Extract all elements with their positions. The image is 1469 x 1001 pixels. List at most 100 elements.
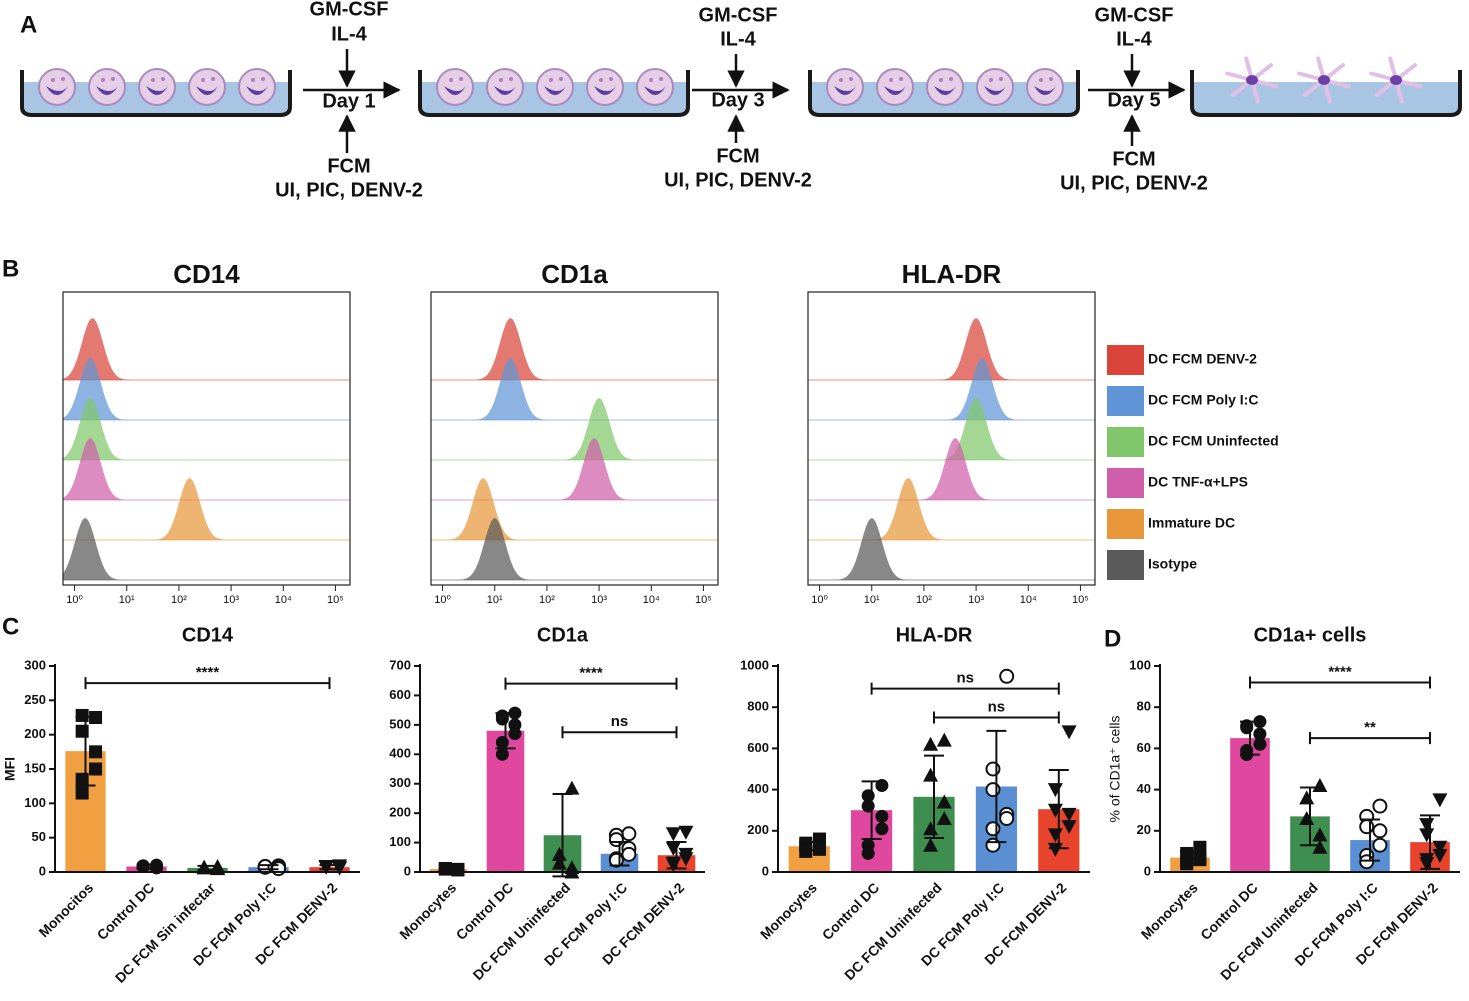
y-tick-label: 600 <box>389 687 411 702</box>
granule <box>449 78 453 82</box>
granule <box>889 78 893 82</box>
y-tick-label: 250 <box>24 692 46 707</box>
step-label: GM-CSF <box>310 0 389 20</box>
y-tick-label: 300 <box>389 775 411 790</box>
point <box>495 712 509 726</box>
step-label: UI, PIC, DENV-2 <box>275 179 423 201</box>
granule <box>201 78 205 82</box>
error-bar <box>1048 769 1069 850</box>
y-tick-label: 100 <box>1129 657 1151 672</box>
step-label: GM-CSF <box>1095 4 1174 26</box>
point <box>1047 783 1063 798</box>
point <box>1359 819 1375 835</box>
granule <box>61 77 65 81</box>
granule <box>949 77 953 81</box>
histogram-title: CD14 <box>173 259 240 289</box>
error-bar <box>1360 818 1380 862</box>
error-bar <box>136 863 157 870</box>
point <box>1299 790 1315 805</box>
x-tick-label: 10² <box>171 594 187 606</box>
y-tick-label: 50 <box>32 829 46 844</box>
histogram <box>63 478 350 540</box>
nucleus <box>1390 75 1402 85</box>
granule <box>649 78 653 82</box>
y-tick-label: 0 <box>1144 863 1151 878</box>
nucleus <box>884 86 906 95</box>
step-label: GM-CSF <box>699 4 778 26</box>
cell <box>138 68 176 106</box>
nucleus <box>984 86 1006 95</box>
nucleus <box>1318 75 1330 85</box>
cell <box>38 68 76 106</box>
histogram-frame <box>62 291 351 586</box>
y-tick-label: 20 <box>1137 822 1151 837</box>
histogram <box>431 438 718 500</box>
step-label: IL-4 <box>1116 28 1152 50</box>
granule <box>609 77 613 81</box>
histogram <box>431 518 718 580</box>
x-tick-label: Control DC <box>1197 879 1261 943</box>
cell <box>536 68 574 106</box>
axes <box>777 664 1090 873</box>
point <box>1312 827 1328 842</box>
legend-label: Immature DC <box>1148 515 1235 531</box>
axes <box>54 664 360 873</box>
point <box>812 842 826 856</box>
x-tick-label: Monocitos <box>35 879 96 940</box>
step-label: IL-4 <box>720 28 756 50</box>
legend-swatch <box>1107 386 1144 416</box>
significance-bracket <box>933 711 1060 724</box>
x-tick-label: 10⁰ <box>66 594 83 606</box>
legend-swatch <box>1107 550 1144 580</box>
granule <box>509 77 513 81</box>
x-tick-label: 10⁵ <box>695 594 712 606</box>
histogram <box>63 318 350 380</box>
y-tick-label: 200 <box>747 822 769 837</box>
step-label: UI, PIC, DENV-2 <box>664 169 812 191</box>
point <box>75 786 89 800</box>
legend-label: DC FCM Uninfected <box>1148 433 1279 449</box>
x-tick-label: Monocytes <box>1138 879 1201 942</box>
histogram <box>808 358 1095 420</box>
y-tick-label: 200 <box>24 726 46 741</box>
nucleus <box>494 86 516 95</box>
error-bar <box>319 864 340 871</box>
well <box>418 70 690 117</box>
point <box>985 761 1001 777</box>
granule <box>999 77 1003 81</box>
step-label: FCM <box>327 155 370 177</box>
cell <box>636 68 674 106</box>
point <box>1359 854 1375 870</box>
point <box>136 859 150 873</box>
x-tick-label: 10⁵ <box>1072 594 1089 606</box>
significance-bracket <box>561 726 678 739</box>
histogram-frame <box>430 291 719 586</box>
y-tick-label: 0 <box>404 863 411 878</box>
error-bar <box>609 840 630 867</box>
point <box>75 772 89 786</box>
chart-title: CD1a+ cells <box>1254 624 1367 646</box>
point <box>1312 777 1328 792</box>
point <box>1061 820 1077 835</box>
y-tick-label: 300 <box>24 657 46 672</box>
point <box>1253 727 1267 741</box>
granule <box>899 77 903 81</box>
point <box>861 799 875 813</box>
x-tick-label: 10² <box>916 594 932 606</box>
chart-title: CD14 <box>182 624 234 646</box>
error-bar <box>258 864 279 871</box>
chart-title: CD1a <box>537 624 589 646</box>
x-tick-label: Control DC <box>94 879 158 943</box>
error-bar <box>1420 814 1440 870</box>
point <box>564 780 580 795</box>
y-tick-label: 800 <box>747 699 769 714</box>
granule <box>1049 77 1053 81</box>
step-label: Day 1 <box>322 90 375 112</box>
x-tick-label: Monocytes <box>396 879 459 942</box>
histogram <box>808 438 1095 500</box>
error-bar <box>1240 720 1260 756</box>
histogram <box>431 398 718 460</box>
nucleus <box>196 86 218 95</box>
x-tick-label: Monocytes <box>757 879 820 942</box>
